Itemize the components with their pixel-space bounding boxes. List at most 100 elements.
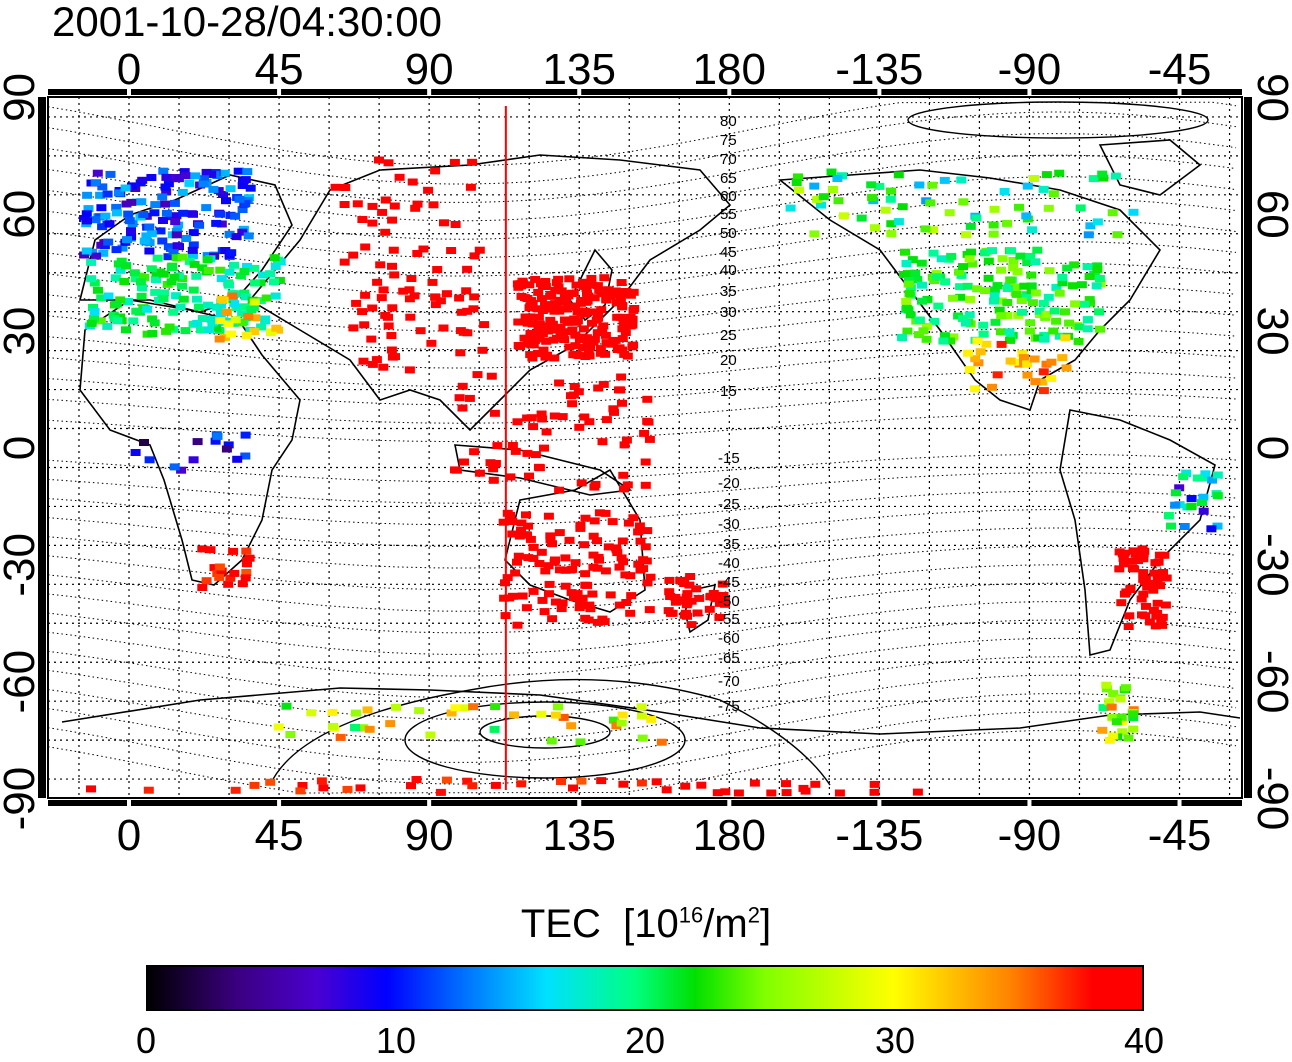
tec-cell (1161, 574, 1172, 582)
tec-cell (992, 282, 1003, 290)
tec-cell (582, 339, 593, 347)
contour-label: 40 (720, 262, 737, 279)
colorbar-unit-mid: /m (703, 902, 748, 946)
tec-cell (557, 413, 568, 421)
tec-cell (110, 274, 121, 282)
tec-cell (1128, 208, 1139, 216)
tec-cell (1083, 231, 1094, 239)
latitude-bar (38, 97, 46, 798)
tec-cell (1084, 273, 1095, 280)
tec-cell (1163, 512, 1174, 519)
tec-cell (157, 237, 168, 245)
tec-cell (126, 227, 136, 235)
tec-cell (228, 547, 239, 555)
tec-cell (342, 785, 353, 793)
tec-cell (171, 292, 182, 300)
tec-cell (1107, 713, 1118, 721)
tec-cell (522, 449, 533, 457)
tec-cell (1060, 308, 1070, 316)
tec-cell (680, 782, 691, 790)
north-america-outline (777, 169, 1162, 412)
tec-cell (543, 512, 554, 520)
tec-cell (367, 360, 378, 368)
tec-cell (1143, 579, 1154, 587)
tec-cell (269, 254, 280, 262)
tec-cell (536, 710, 547, 718)
tec-cell (1116, 599, 1127, 607)
tec-cell (124, 217, 135, 225)
tec-cell (1160, 601, 1171, 609)
tec-cell (423, 186, 434, 194)
tec-cell (549, 412, 560, 420)
tec-cell (1136, 547, 1147, 555)
tec-cell (205, 546, 216, 554)
tec-cell (809, 182, 820, 190)
tec-cell (600, 567, 611, 575)
tec-cell (983, 274, 994, 282)
tec-cell (158, 167, 169, 175)
tec-cell (549, 326, 560, 334)
tec-cell (95, 317, 106, 325)
tec-cell (549, 354, 560, 362)
tec-cell (620, 571, 631, 579)
tec-cell (206, 315, 217, 323)
tec-cell (241, 331, 252, 339)
tec-cell (543, 327, 554, 335)
tec-cell (661, 786, 672, 794)
tec-cell (1179, 523, 1190, 530)
tec-cell (513, 552, 524, 560)
tec-cell (240, 200, 251, 207)
tec-cell (89, 279, 100, 287)
tec-cell (521, 604, 532, 612)
tec-cell (556, 605, 567, 613)
tec-cell (913, 331, 924, 339)
tec-cell (601, 295, 612, 303)
tec-cell (615, 295, 626, 303)
tec-cell (513, 318, 524, 326)
tec-cell (880, 206, 891, 214)
tec-cell (1082, 325, 1093, 333)
tec-cell (352, 200, 363, 208)
tec-cell (929, 317, 940, 325)
latitude-label-right: 30 (1248, 307, 1292, 356)
tec-cell (1152, 573, 1163, 581)
tec-cell (425, 731, 436, 739)
tec-cell (525, 535, 536, 543)
tec-cell (150, 288, 161, 296)
tec-cell (910, 269, 921, 277)
latitude-label-left: -60 (0, 650, 44, 714)
tec-cell (928, 226, 938, 234)
tec-cell (936, 255, 947, 263)
tec-cell (606, 340, 617, 348)
tec-cell (714, 599, 725, 607)
tec-cell (178, 295, 189, 303)
tec-cell (213, 187, 224, 195)
tec-cell (214, 563, 225, 571)
tec-cell (708, 590, 719, 597)
tec-cell (143, 786, 154, 794)
tec-cell (869, 788, 880, 796)
tec-cell (642, 527, 653, 535)
tec-cell (627, 343, 638, 351)
tec-cell (197, 545, 208, 553)
tec-cell (404, 366, 415, 374)
tec-cell (454, 394, 465, 402)
tec-cell (576, 296, 587, 304)
tec-cell (599, 274, 610, 282)
tec-cell (446, 709, 457, 717)
tec-cell (398, 287, 409, 295)
tec-cell (188, 286, 199, 294)
tec-cell (141, 305, 152, 313)
tec-cell (574, 423, 585, 431)
tec-cell (328, 722, 338, 730)
tec-cell (1125, 584, 1136, 592)
tec-cell (929, 277, 940, 285)
tec-cell (265, 329, 276, 337)
tec-cell (958, 315, 968, 323)
tec-cell (1141, 602, 1151, 610)
tec-cell (219, 169, 230, 177)
tec-cell (577, 333, 588, 341)
tec-cell (541, 428, 552, 436)
tec-cell (241, 547, 252, 555)
tec-cell (610, 336, 621, 344)
